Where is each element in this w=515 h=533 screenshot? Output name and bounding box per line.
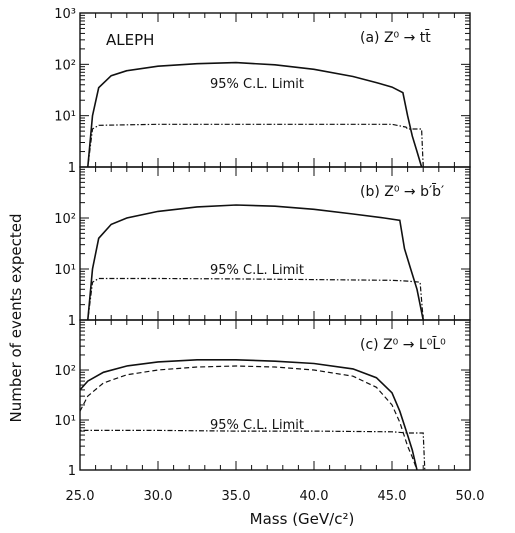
experiment-label: ALEPH [106, 31, 154, 49]
y-tick-label: 10¹ [54, 414, 76, 429]
x-tick-label: 50.0 [456, 489, 485, 504]
y-tick-label: 1 [68, 314, 76, 329]
y-tick-label: 10² [54, 58, 76, 73]
limit-label: 95% C.L. Limit [210, 77, 304, 92]
x-tick-label: 30.0 [144, 489, 173, 504]
panel-label: (a) Z⁰ → tt̄ [360, 28, 431, 46]
series-dot-dash-2 [87, 277, 424, 321]
panel-2: 1 10¹ 10² (b) Z⁰ → b′b̄′ 95% C.L. Limit [54, 166, 471, 329]
limit-label: 95% C.L. Limit [210, 263, 304, 278]
series-solid-1 [87, 204, 424, 321]
y-tick-label: 10¹ [54, 263, 76, 278]
series-solid-1 [87, 61, 423, 168]
y-tick-label: 10² [54, 212, 76, 227]
x-tick-label: 25.0 [66, 489, 95, 504]
series-solid-1 [79, 359, 418, 471]
y-tick-label: 1 [68, 161, 76, 176]
y-axis-label: Number of events expected [7, 213, 25, 422]
panel-3: 1 10¹ 10² (c) Z⁰ → L⁰L̄⁰ 95% C.L. Limit [54, 319, 471, 479]
x-tick-label: 40.0 [300, 489, 329, 504]
x-tick-label: 35.0 [222, 489, 251, 504]
panels: 1 10¹ 10² 10³ (a) Z⁰ → tt̄ 95% C.L. Limit 1 10¹… [54, 7, 484, 504]
x-tick-label: 45.0 [378, 489, 407, 504]
series-dot-dash-2 [87, 123, 424, 168]
limit-label: 95% C.L. Limit [210, 418, 304, 433]
panel-label: (b) Z⁰ → b′b̄′ [360, 182, 444, 200]
series-dot-dash-3 [80, 429, 426, 471]
y-tick-label: 1 [68, 464, 76, 479]
y-tick-label: 10³ [54, 7, 76, 22]
x-axis-label: Mass (GeV/c²) [250, 510, 355, 528]
y-tick-label: 10¹ [54, 110, 76, 125]
panel-label: (c) Z⁰ → L⁰L̄⁰ [360, 335, 446, 353]
series-dashed-2 [79, 365, 418, 471]
panel-frame [79, 319, 471, 471]
y-tick-label: 10² [54, 364, 76, 379]
